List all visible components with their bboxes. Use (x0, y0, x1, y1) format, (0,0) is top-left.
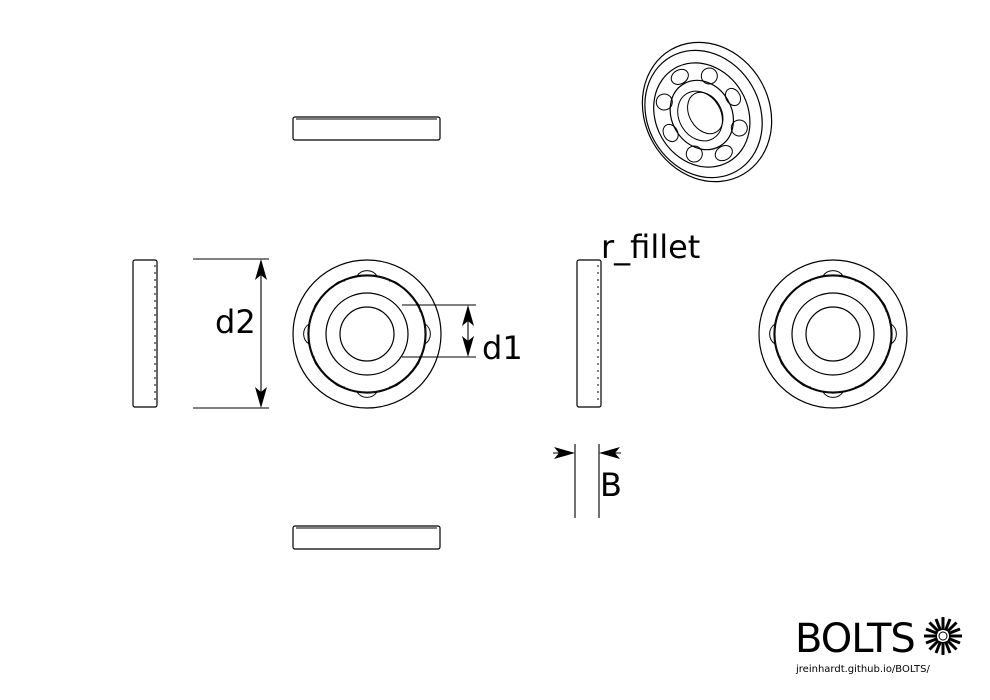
top-view (292, 116, 441, 141)
bolts-logo-icon (924, 617, 962, 655)
dimension-b (553, 444, 621, 518)
dimension-d2 (193, 258, 269, 409)
d2-label: d2 (215, 303, 256, 341)
bolts-logo: BOLTS jreinhardt.gith (795, 616, 962, 675)
b-label: B (600, 466, 622, 504)
right-side-view (576, 259, 602, 408)
front-view-bearing (292, 259, 442, 409)
left-side-view (132, 259, 158, 408)
rear-view-bearing (758, 259, 908, 409)
d1-label: d1 (482, 329, 523, 367)
dimension-d1 (402, 304, 476, 358)
bolts-url: jreinhardt.github.io/BOLTS/ (795, 664, 931, 675)
bottom-view (292, 525, 441, 550)
isometric-bearing (641, 41, 773, 183)
bolts-logo-text: BOLTS (795, 616, 915, 662)
r-fillet-label: r_fillet (601, 228, 700, 266)
